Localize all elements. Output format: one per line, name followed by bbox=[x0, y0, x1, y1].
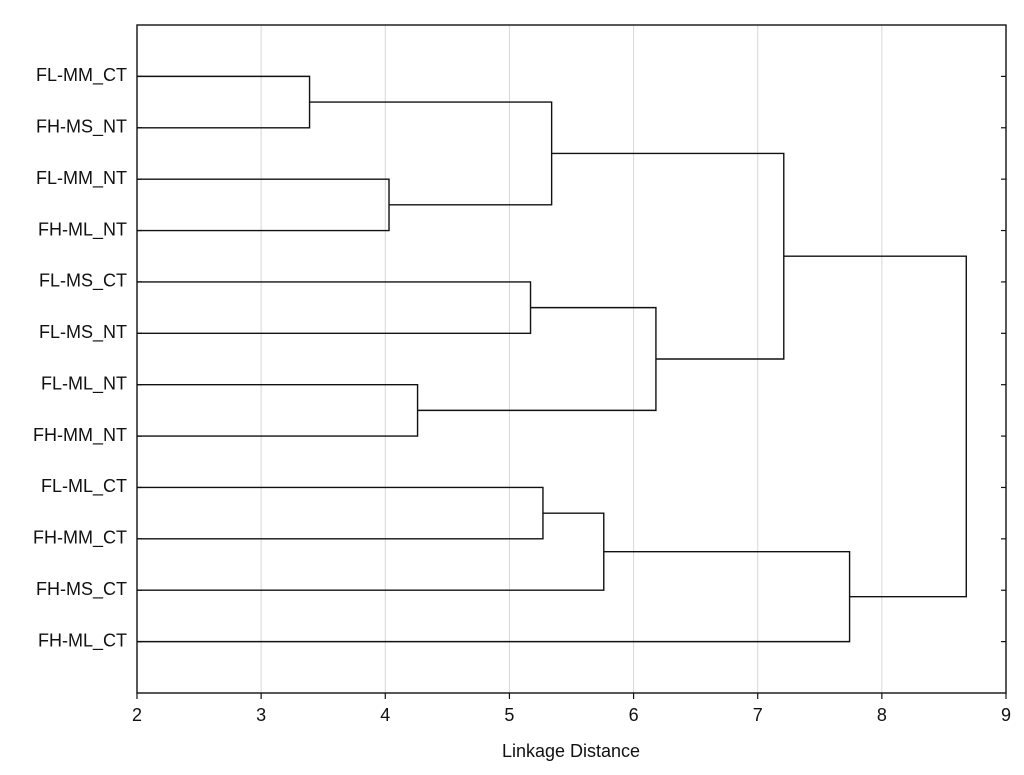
dendrogram-link bbox=[783, 255, 967, 598]
dendrogram-link bbox=[137, 178, 390, 232]
leaf-label: FL-ML_CT bbox=[41, 476, 127, 497]
dendrogram-link bbox=[137, 512, 605, 591]
leaf-label: FH-ML_CT bbox=[38, 630, 127, 651]
leaf-label: FL-MM_NT bbox=[36, 168, 127, 189]
dendrogram-link bbox=[137, 486, 544, 540]
dendrogram-link bbox=[137, 383, 419, 437]
x-tick-label: 2 bbox=[132, 705, 142, 725]
x-tick-label: 4 bbox=[380, 705, 390, 725]
x-axis-label: Linkage Distance bbox=[502, 741, 640, 761]
x-tick-label: 9 bbox=[1001, 705, 1011, 725]
leaf-label: FL-MM_CT bbox=[36, 65, 127, 86]
dendrogram-link bbox=[417, 306, 657, 412]
dendrogram-link bbox=[309, 101, 553, 206]
dendrogram-link bbox=[137, 75, 311, 129]
leaf-label: FH-MS_CT bbox=[36, 579, 127, 600]
leaf-label: FL-MS_CT bbox=[39, 271, 127, 292]
x-tick-label: 7 bbox=[753, 705, 763, 725]
x-tick-label: 8 bbox=[877, 705, 887, 725]
plot-frame bbox=[136, 24, 1007, 694]
dendrogram-link bbox=[137, 281, 532, 335]
leaf-label: FL-MS_NT bbox=[39, 322, 127, 343]
x-tick-label: 5 bbox=[504, 705, 514, 725]
x-tick-label: 3 bbox=[256, 705, 266, 725]
leaf-label: FH-ML_NT bbox=[38, 219, 127, 240]
leaf-label: FH-MM_CT bbox=[33, 528, 127, 549]
dendrogram-link bbox=[137, 550, 851, 643]
leaf-label: FL-ML_NT bbox=[41, 373, 127, 394]
leaf-label: FH-MM_NT bbox=[33, 425, 127, 446]
leaf-label: FH-MS_NT bbox=[36, 117, 127, 138]
x-tick-label: 6 bbox=[629, 705, 639, 725]
dendrogram-link bbox=[551, 152, 785, 360]
